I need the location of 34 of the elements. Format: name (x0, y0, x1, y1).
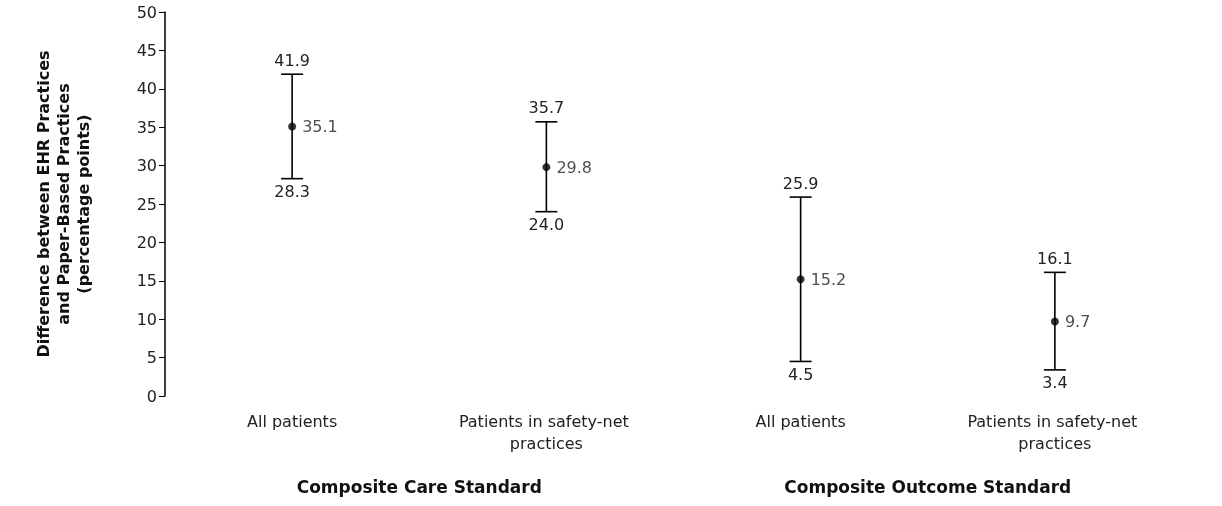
annotation: 35.7 (528, 98, 565, 118)
y-tick-label: 15 (136, 271, 157, 291)
x-tick-label: All patients (247, 411, 338, 431)
text: Composite Care Standard (296, 476, 542, 497)
x-tick-label: Patients in safety-net practices (967, 411, 1143, 453)
point (1050, 317, 1059, 326)
data-label: 9.7 (1064, 312, 1091, 331)
y-tick-label: 50 (136, 2, 157, 22)
x-tick-label: Patients in safety-net practices (458, 411, 634, 453)
data-label: 35.1 (302, 116, 338, 136)
annotation: 25.9 (782, 173, 819, 193)
annotation: 16.1 (1037, 248, 1073, 268)
y-tick-label: 30 (136, 156, 157, 176)
annotation: 4.5 (787, 364, 814, 384)
y-tick-label: 0 (146, 386, 157, 406)
y-tick-label: 20 (136, 232, 157, 252)
point (288, 122, 297, 131)
data-label: 15.2 (810, 269, 847, 289)
data-label: 29.8 (556, 157, 592, 177)
y-tick-label: 5 (146, 348, 157, 368)
annotation: 24.0 (528, 215, 565, 235)
point (542, 163, 551, 172)
x-tick-label: All patients (755, 411, 846, 431)
y-tick-label: 10 (136, 309, 157, 329)
y-axis-title: Difference between EHR Practices and Paper-Based Practices (percentage points) (33, 50, 93, 358)
annotation: 3.4 (1042, 373, 1068, 393)
y-tick-label: 35 (136, 117, 157, 137)
annotation: 28.3 (274, 182, 310, 202)
y-tick-label: 40 (136, 79, 157, 99)
point (796, 275, 805, 284)
annotation: 41.9 (274, 50, 310, 70)
y-tick-label: 25 (136, 194, 157, 214)
y-tick-label: 45 (136, 40, 157, 60)
text: Composite Outcome Standard (784, 476, 1072, 497)
